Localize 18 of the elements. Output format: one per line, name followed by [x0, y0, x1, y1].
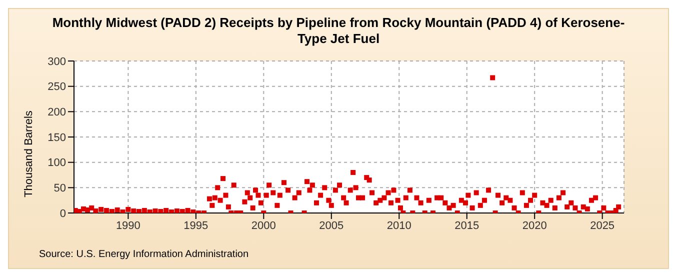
x-tick-label: 1995	[184, 220, 208, 232]
x-tick-label: 2015	[454, 220, 480, 232]
x-tick-label: 2025	[590, 220, 615, 232]
y-tick-label: 150	[48, 132, 66, 144]
x-tick-label: 2020	[522, 220, 547, 232]
y-tick-label: 100	[48, 157, 66, 170]
source-note: Source: U.S. Energy Information Administration	[39, 249, 249, 260]
y-tick-label: 50	[54, 182, 66, 195]
x-tick-label: 2005	[319, 220, 344, 232]
x-tick-label: 2010	[386, 220, 412, 232]
y-tick-label: 200	[48, 106, 66, 119]
chart-title: Monthly Midwest (PADD 2) Receipts by Pipeline from Rocky Mountain (PADD 4) of Kerosene-Type Jet Fuel	[51, 14, 626, 47]
y-tick-label: 300	[48, 56, 66, 68]
y-axis-title: Thousand Barrels	[23, 110, 35, 198]
y-tick-label: 250	[48, 81, 66, 94]
x-tick-label: 1990	[116, 220, 140, 232]
x-tick-label: 2000	[251, 220, 276, 232]
y-tick-label: 0	[60, 208, 66, 220]
